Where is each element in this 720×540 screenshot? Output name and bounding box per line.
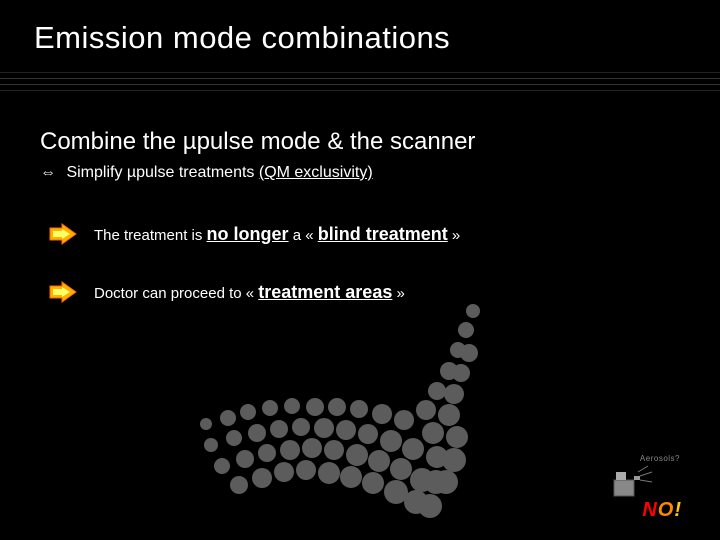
bullet-1-text: The treatment is no longer a « blind tre… [94, 224, 460, 245]
machine-icon [608, 462, 654, 502]
dot-swirl-graphic [190, 300, 500, 530]
subline-text: Simplify µpulse treatments [66, 164, 254, 181]
subtitle: Combine the µpulse mode & the scanner [40, 128, 475, 156]
arrow-bullet-icon [48, 222, 80, 246]
title-underline [0, 72, 720, 104]
no-text: NO! [642, 499, 682, 522]
subline-qm: (QM exclusivity) [259, 164, 373, 181]
bullet-1: The treatment is no longer a « blind tre… [48, 222, 460, 246]
double-arrow-icon: ⇔ [40, 164, 56, 181]
arrow-bullet-icon [48, 280, 80, 304]
slide-title: Emission mode combinations [0, 0, 720, 56]
subline: ⇔ Simplify µpulse treatments (QM exclusi… [40, 164, 373, 182]
corner-no-graphic: Aerosols? NO! [604, 448, 682, 522]
